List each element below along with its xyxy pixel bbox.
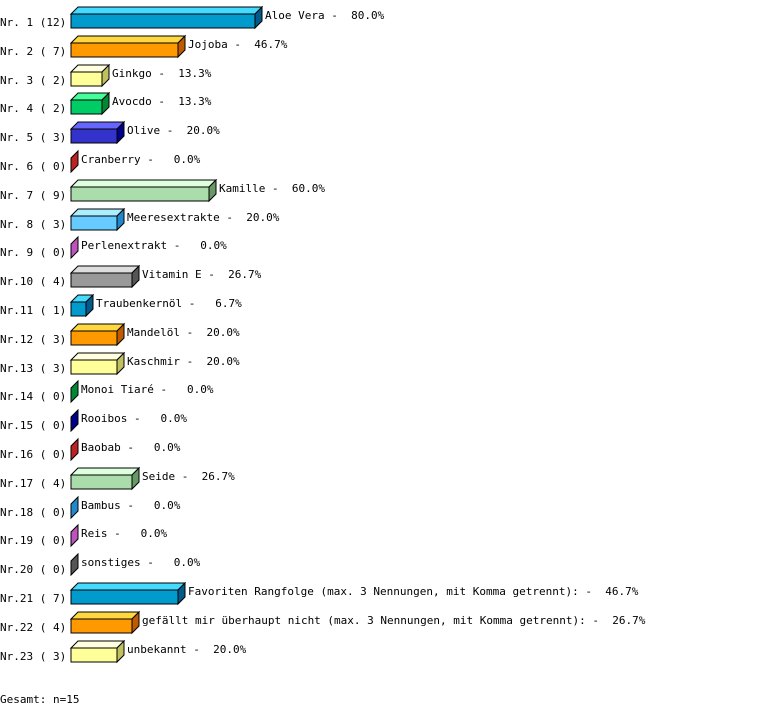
bar-side [70,495,79,520]
bar-side [116,639,125,664]
row-label: Nr. 4 ( 2) [0,102,66,115]
bar [70,13,256,29]
bar [70,272,133,288]
row-label: Nr.17 ( 4) [0,477,66,490]
value-label: Bambus - 0.0% [81,499,181,512]
bar-top [69,121,126,130]
value-label: Aloe Vera - 80.0% [265,9,385,22]
bar-top [69,6,264,15]
row-label: Nr. 3 ( 2) [0,74,66,87]
value-label: Favoriten Rangfolge (max. 3 Nennungen, m… [188,585,639,598]
row-label: Nr. 7 ( 9) [0,189,66,202]
value-label: sonstiges - 0.0% [81,556,201,569]
bar [70,474,133,490]
bar [70,128,118,144]
bar-side [131,264,140,289]
row-label: Nr.14 ( 0) [0,390,66,403]
bar-top [69,352,126,361]
bar-top [69,35,187,44]
bar-side [70,149,79,174]
row-label: Nr. 6 ( 0) [0,160,66,173]
value-label: Jojoba - 46.7% [188,38,288,51]
bar-side [116,120,125,145]
bar-top [69,467,141,476]
value-label: Baobab - 0.0% [81,441,181,454]
row-label: Nr.12 ( 3) [0,333,66,346]
row-label: Nr.10 ( 4) [0,275,66,288]
value-label: Reis - 0.0% [81,527,167,540]
bar-side [70,523,79,548]
bar [70,215,118,231]
bar [70,589,179,605]
value-label: Olive - 20.0% [127,124,220,137]
value-label: Monoi Tiaré - 0.0% [81,383,214,396]
bar [70,71,103,87]
row-label: Nr. 8 ( 3) [0,218,66,231]
value-label: Ginkgo - 13.3% [112,67,212,80]
value-label: Meeresextrakte - 20.0% [127,211,280,224]
total-footer: Gesamt: n=15 [0,693,79,706]
value-label: Seide - 26.7% [142,470,235,483]
bar-side [208,178,217,203]
row-label: Nr.16 ( 0) [0,448,66,461]
bar-side [177,581,186,606]
bar [70,359,118,375]
row-label: Nr.20 ( 0) [0,563,66,576]
bar [70,618,133,634]
value-label: Traubenkernöl - 6.7% [96,297,242,310]
row-label: Nr.22 ( 4) [0,621,66,634]
bar-top [69,208,126,217]
bar [70,186,210,202]
bar-top [69,611,141,620]
value-label: Kaschmir - 20.0% [127,355,240,368]
row-label: Nr. 2 ( 7) [0,45,66,58]
value-label: Mandelöl - 20.0% [127,326,240,339]
bar-side [101,91,110,116]
bar-side [116,207,125,232]
bar [70,42,179,58]
bar-side [70,408,79,433]
row-label: Nr.21 ( 7) [0,592,66,605]
row-label: Nr.23 ( 3) [0,650,66,663]
bar [70,330,118,346]
bar-side [101,63,110,88]
bar [70,301,87,317]
row-label: Nr. 1 (12) [0,16,66,29]
value-label: Kamille - 60.0% [219,182,325,195]
bar-side [116,351,125,376]
bar-side [131,466,140,491]
bar-side [85,293,94,318]
bar-side [70,552,79,577]
value-label: Perlenextrakt - 0.0% [81,239,227,252]
bar-side [70,437,79,462]
bar-top [69,582,187,591]
value-label: gefällt mir überhaupt nicht (max. 3 Nenn… [142,614,646,627]
bar [70,647,118,663]
row-label: Nr. 9 ( 0) [0,246,66,259]
row-label: Nr.13 ( 3) [0,362,66,375]
value-label: Vitamin E - 26.7% [142,268,262,281]
row-label: Nr.18 ( 0) [0,506,66,519]
bar-side [70,379,79,404]
bar-side [254,5,263,30]
bar-side [131,610,140,635]
bar-top [69,265,141,274]
bar-top [69,179,218,188]
bar-top [69,323,126,332]
row-label: Nr.15 ( 0) [0,419,66,432]
row-label: Nr.19 ( 0) [0,534,66,547]
value-label: Cranberry - 0.0% [81,153,201,166]
value-label: Rooibos - 0.0% [81,412,187,425]
bar-top [69,640,126,649]
row-label: Nr. 5 ( 3) [0,131,66,144]
row-label: Nr.11 ( 1) [0,304,66,317]
bar-side [70,235,79,260]
bar [70,99,103,115]
value-label: unbekannt - 20.0% [127,643,247,656]
bar-side [177,34,186,59]
value-label: Avocdo - 13.3% [112,95,212,108]
bar-side [116,322,125,347]
